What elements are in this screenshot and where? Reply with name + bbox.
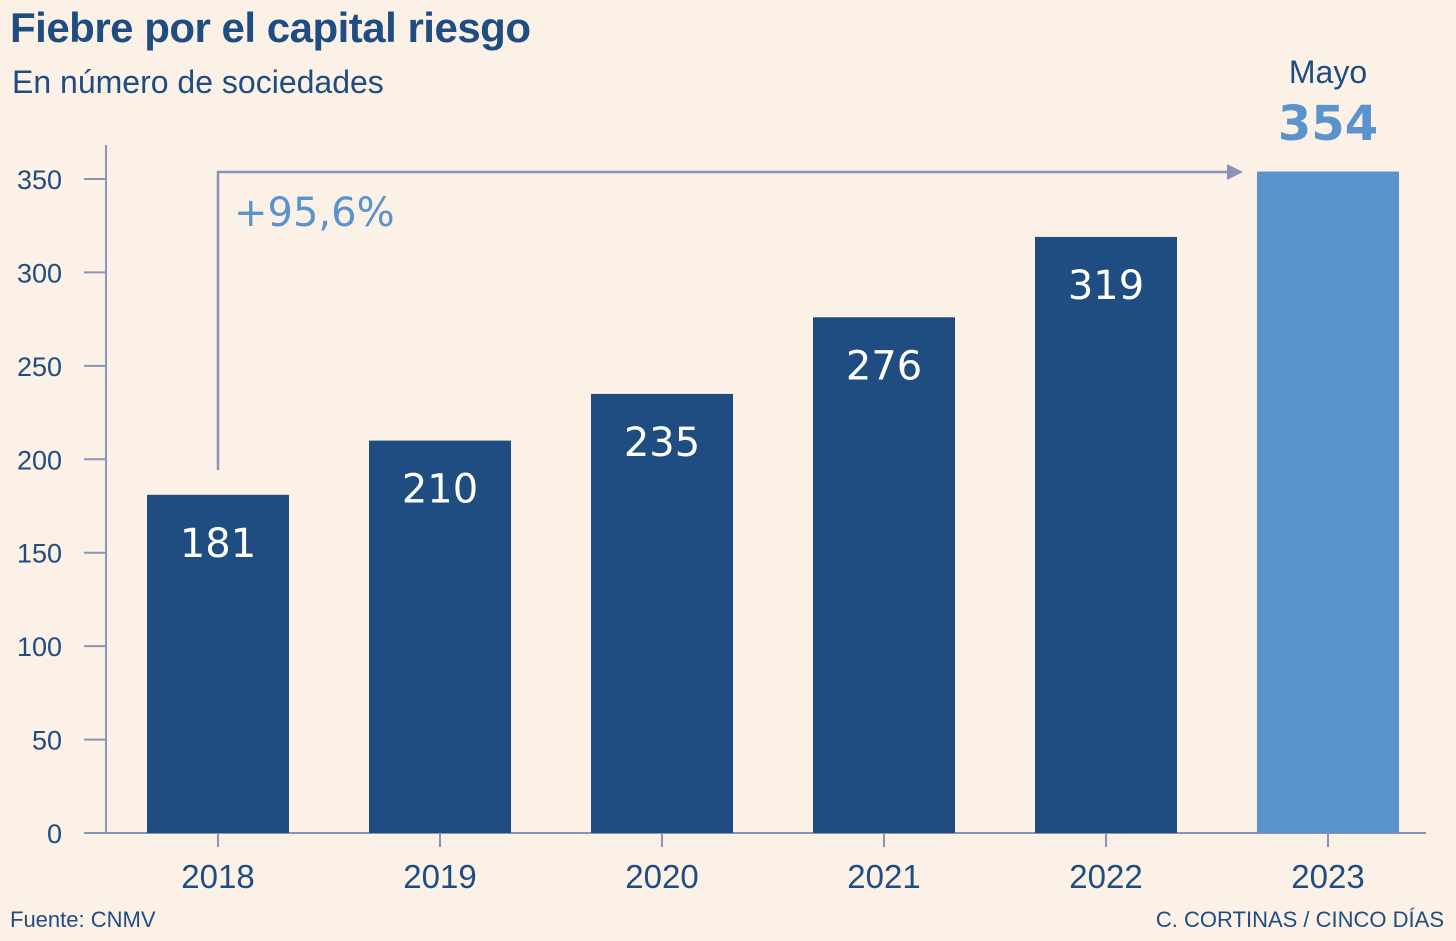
credit-note: C. CORTINAS / CINCO DÍAS [1155,907,1444,932]
data-label: 181 [180,521,256,567]
x-tick-label: 2021 [847,858,920,895]
y-tick-label: 150 [17,539,62,569]
chart-subtitle: En número de sociedades [12,64,384,100]
source-note: Fuente: CNMV [10,907,156,932]
x-tick-label: 2019 [403,858,476,895]
x-tick-label: 2020 [625,858,698,895]
x-tick-label: 2023 [1291,858,1364,895]
chart-title: Fiebre por el capital riesgo [10,4,531,51]
y-tick-label: 250 [17,352,62,382]
y-tick-label: 300 [17,258,62,288]
x-tick-label: 2022 [1069,858,1142,895]
data-label: 319 [1068,263,1144,309]
arrow-head-icon [1227,164,1243,180]
y-tick-label: 0 [47,819,62,849]
bar-highlight [1257,171,1399,834]
y-tick-label: 350 [17,165,62,195]
bar [813,317,955,833]
growth-bracket [216,170,1229,470]
bar [147,494,289,833]
highlight-value-label: 354 [1278,96,1378,152]
data-label: 276 [846,343,922,389]
y-tick-label: 50 [32,726,62,756]
data-label: 210 [402,467,478,513]
highlight-period-label: Mayo [1289,54,1367,90]
y-tick-label: 100 [17,632,62,662]
bar [591,393,733,833]
bar [369,440,511,833]
bar [1035,236,1177,833]
growth-annotation: +95,6% [234,190,395,236]
y-tick-label: 200 [17,445,62,475]
x-tick-label: 2018 [181,858,254,895]
data-label: 235 [624,420,700,466]
